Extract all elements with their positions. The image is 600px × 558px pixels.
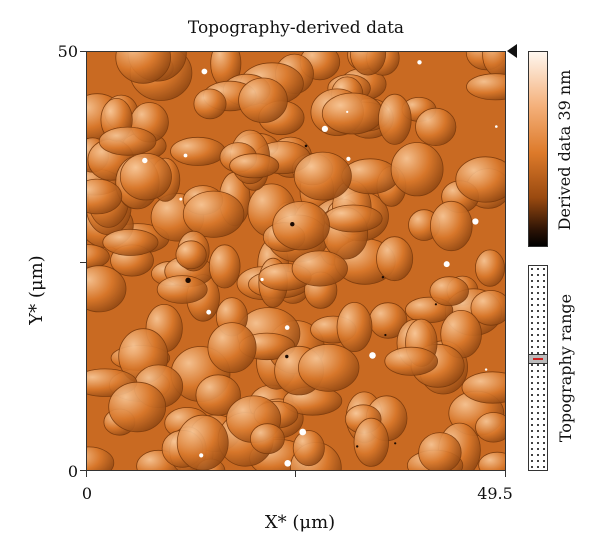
surface-defect (369, 352, 376, 359)
figure-title: Topography-derived data (187, 18, 405, 38)
x-tick-label-right: 49.5 (477, 484, 513, 503)
surface-defect (417, 60, 422, 65)
grain (353, 417, 389, 467)
grain (87, 178, 123, 215)
surface-defect (495, 125, 498, 128)
grain (470, 290, 505, 326)
grain (156, 275, 208, 304)
grain (292, 430, 325, 467)
grain (474, 249, 505, 287)
surface-defect (381, 276, 385, 279)
grain (207, 322, 257, 374)
grain (182, 190, 245, 238)
grain (415, 107, 457, 147)
grain (376, 236, 414, 282)
surface-defect (290, 222, 295, 227)
grain (108, 381, 167, 433)
surface-defect (185, 277, 191, 283)
grain (195, 374, 241, 416)
colorbar-marker-icon (507, 44, 517, 58)
surface-defect (284, 325, 290, 330)
surface-defect (285, 354, 289, 359)
surface-defect (434, 303, 437, 306)
grain (475, 412, 505, 443)
x-tick-mid (295, 471, 296, 477)
grain (377, 93, 412, 145)
surface-defect (304, 144, 308, 148)
grain (336, 301, 373, 352)
grain (429, 200, 473, 252)
surface-defect (384, 333, 387, 337)
surface-defect (206, 309, 212, 315)
surface-defect (472, 218, 479, 225)
grain (87, 446, 115, 470)
afm-image (86, 51, 506, 471)
y-tick-label-top: 50 (57, 42, 78, 61)
grain (466, 73, 505, 101)
grain (321, 92, 384, 135)
grain (418, 432, 462, 470)
x-tick-label-left: 0 (81, 484, 93, 503)
grain (293, 151, 352, 201)
grain (170, 136, 226, 166)
y-tick-label-bottom: 0 (67, 462, 78, 481)
colorbar (528, 51, 548, 247)
grain (323, 204, 383, 233)
grain (272, 201, 330, 251)
surface-defect (179, 197, 183, 201)
y-tick-mid (80, 262, 86, 263)
surface-defect (321, 125, 328, 132)
grain (390, 142, 444, 197)
grain (478, 451, 505, 470)
surface-defect (356, 445, 359, 448)
x-axis-label: X* (μm) (264, 512, 336, 533)
grain (115, 52, 171, 84)
afm-texture (87, 52, 505, 470)
surface-defect (299, 428, 307, 436)
surface-defect (183, 153, 188, 158)
surface-defect (260, 277, 264, 282)
surface-defect (284, 460, 291, 467)
grain (193, 88, 227, 120)
grain (208, 244, 241, 289)
grain (119, 152, 172, 201)
surface-defect (484, 368, 488, 371)
grain (176, 414, 229, 470)
x-tick-right (505, 471, 506, 477)
grain (291, 250, 348, 287)
surface-defect (142, 157, 148, 164)
surface-defect (346, 110, 349, 113)
grain (175, 240, 207, 270)
topography-range-box (528, 265, 548, 471)
grain (238, 77, 288, 123)
colorbar-label: Derived data 39 nm (555, 69, 574, 231)
topography-range-label: Topography range (556, 293, 575, 443)
surface-defect (394, 442, 397, 445)
grain (249, 423, 285, 455)
grain (102, 228, 159, 256)
surface-defect (201, 68, 208, 75)
y-tick-top (80, 51, 86, 52)
y-axis-label: Y* (μm) (26, 255, 47, 325)
grain (98, 126, 157, 156)
grain (461, 371, 505, 404)
grain (229, 153, 280, 179)
grain (87, 265, 127, 313)
topography-range-marker (533, 358, 543, 360)
grain (297, 343, 360, 392)
grain (455, 156, 505, 203)
x-tick-left (86, 471, 87, 477)
surface-defect (346, 156, 351, 161)
grain (429, 276, 469, 307)
surface-defect (199, 453, 204, 458)
grain (349, 52, 387, 76)
grain (384, 346, 439, 376)
surface-defect (443, 261, 450, 268)
y-tick-bottom (80, 470, 86, 471)
